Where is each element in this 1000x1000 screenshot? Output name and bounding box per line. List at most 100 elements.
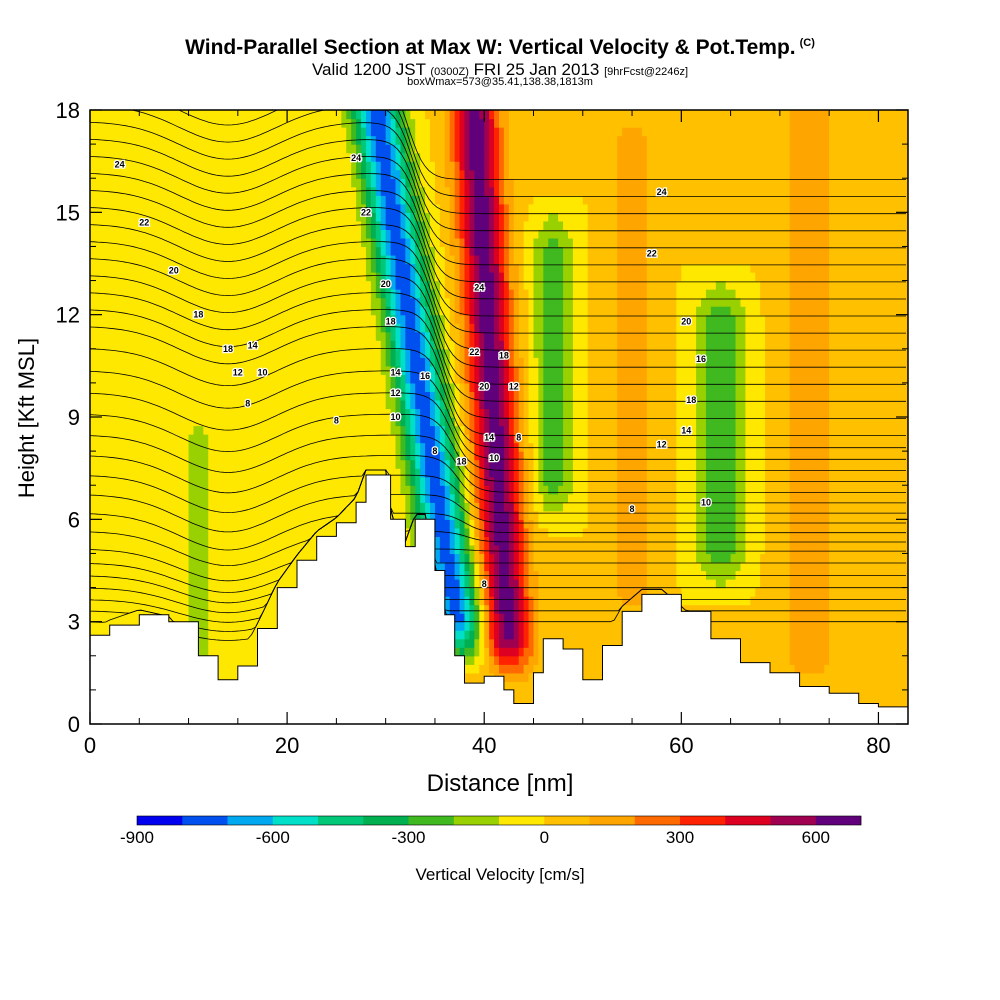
w-cell	[193, 127, 200, 137]
w-cell	[193, 510, 200, 520]
w-cell	[218, 459, 224, 469]
w-cell	[336, 314, 342, 324]
w-cell	[237, 331, 244, 341]
w-cell	[223, 263, 229, 273]
w-cell	[296, 382, 303, 393]
w-cell	[380, 280, 387, 290]
w-cell	[420, 502, 426, 512]
w-cell	[144, 485, 150, 495]
w-cell	[287, 391, 293, 401]
w-cell	[144, 553, 150, 563]
w-cell	[223, 561, 229, 572]
w-cell	[405, 280, 411, 290]
w-cell	[400, 289, 406, 299]
w-cell	[227, 220, 234, 230]
w-cell	[395, 399, 402, 410]
w-cell	[405, 306, 411, 316]
w-cell	[232, 357, 239, 367]
w-cell	[109, 186, 116, 196]
w-cell	[94, 161, 101, 171]
w-cell	[341, 510, 347, 520]
w-cell	[223, 118, 229, 128]
w-cell	[193, 604, 200, 614]
w-cell	[114, 272, 121, 282]
w-cell	[213, 323, 219, 333]
w-cell	[203, 502, 209, 512]
w-cell	[223, 536, 229, 546]
w-cell	[124, 365, 131, 375]
w-cell	[375, 144, 382, 154]
w-cell	[119, 374, 126, 384]
w-cell	[232, 672, 239, 682]
w-cell	[119, 451, 126, 461]
w-cell	[218, 604, 224, 614]
w-cell	[365, 289, 372, 299]
w-cell	[400, 468, 406, 478]
w-cell	[420, 306, 426, 316]
w-cell	[380, 246, 387, 256]
w-cell	[149, 178, 155, 188]
w-cell	[420, 323, 426, 333]
w-cell	[168, 237, 175, 248]
w-cell	[203, 451, 209, 461]
w-cell	[282, 297, 288, 307]
w-cell	[400, 246, 406, 256]
w-cell	[218, 374, 224, 384]
w-cell	[99, 476, 106, 486]
w-cell	[163, 152, 170, 162]
w-cell	[203, 561, 209, 572]
w-cell	[237, 391, 244, 401]
w-cell	[316, 493, 323, 503]
w-cell	[218, 263, 224, 273]
w-cell	[104, 604, 111, 614]
w-cell	[346, 391, 352, 401]
w-cell	[257, 425, 264, 435]
w-cell	[173, 493, 180, 503]
w-cell	[277, 152, 283, 162]
w-cell	[203, 348, 209, 358]
w-cell	[237, 382, 244, 393]
w-cell	[163, 331, 170, 341]
w-cell	[336, 110, 342, 120]
w-cell	[99, 374, 106, 384]
w-cell	[287, 195, 293, 205]
w-cell	[178, 459, 185, 469]
w-cell	[198, 408, 204, 418]
w-cell	[213, 604, 219, 614]
w-cell	[356, 382, 362, 393]
w-cell	[341, 391, 347, 401]
w-cell	[183, 374, 190, 384]
w-cell	[356, 272, 362, 282]
w-cell	[154, 561, 160, 572]
w-cell	[361, 399, 367, 410]
w-cell	[139, 272, 145, 282]
w-cell	[277, 289, 283, 299]
w-cell	[252, 220, 259, 230]
w-cell	[385, 306, 392, 316]
w-cell	[178, 527, 185, 537]
w-cell	[296, 289, 303, 299]
w-cell	[306, 169, 313, 179]
w-cell	[356, 289, 362, 299]
w-cell	[139, 510, 145, 520]
w-cell	[198, 579, 204, 589]
w-cell	[420, 169, 426, 179]
w-cell	[326, 510, 333, 520]
w-cell	[183, 613, 190, 623]
w-cell	[90, 434, 96, 444]
w-cell	[247, 280, 254, 290]
w-cell	[119, 246, 126, 256]
w-cell	[316, 425, 323, 435]
w-cell	[193, 135, 200, 145]
w-cell	[267, 306, 273, 316]
w-cell	[361, 476, 367, 486]
w-cell	[232, 399, 239, 410]
w-cell	[213, 186, 219, 196]
w-cell	[109, 178, 116, 188]
w-cell	[336, 348, 342, 358]
w-cell	[227, 289, 234, 299]
w-cell	[114, 434, 121, 444]
w-cell	[227, 178, 234, 188]
w-cell	[306, 314, 313, 324]
w-cell	[247, 382, 254, 393]
